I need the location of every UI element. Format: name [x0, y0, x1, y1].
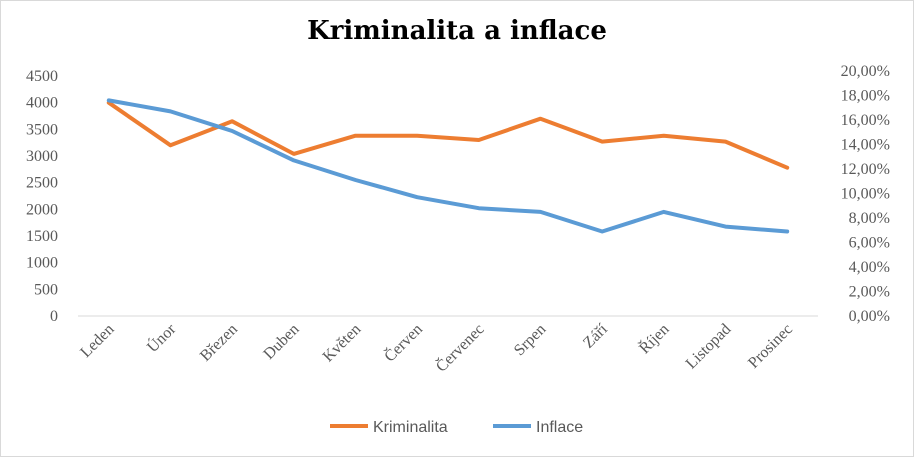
right-tick-label: 2,00% [849, 284, 890, 301]
right-axis-ticks: 20,00% 18,00% 16,00% 14,00% 12,00% 10,00% 8,00… [841, 63, 890, 325]
x-tick-label: Listopad [683, 321, 735, 373]
x-tick-label: Červen [380, 319, 426, 365]
right-tick-label: 20,00% [841, 63, 890, 80]
x-tick-label: Leden [77, 321, 117, 361]
legend-label-kriminalita: Kriminalita [373, 419, 448, 436]
left-tick-label: 2000 [26, 201, 58, 218]
left-tick-label: 500 [34, 281, 58, 298]
x-tick-label: Březen [197, 321, 241, 365]
series-lines [106, 98, 790, 234]
x-tick-label: Září [580, 320, 611, 351]
left-tick-label: 3500 [26, 121, 58, 138]
left-axis-ticks: 4500 4000 3500 3000 2500 2000 1500 1000 500 0 [26, 68, 58, 325]
right-tick-label: 18,00% [841, 88, 890, 105]
left-tick-label: 3000 [26, 148, 58, 165]
x-tick-label: Únor [143, 319, 180, 356]
left-tick-label: 0 [50, 308, 58, 325]
chart-title: Kriminalita a inflace [307, 16, 607, 46]
x-tick-label: Říjen [635, 319, 673, 357]
right-tick-label: 14,00% [841, 137, 890, 154]
right-tick-label: 0,00% [849, 308, 890, 325]
x-tick-label: Duben [260, 321, 302, 363]
x-axis-ticks: Leden Únor Březen Duben Květen Červen Červenec… [77, 319, 796, 376]
right-tick-label: 8,00% [849, 210, 890, 227]
x-tick-label: Srpen [511, 321, 549, 359]
right-tick-label: 6,00% [849, 235, 890, 252]
left-tick-label: 4500 [26, 68, 58, 85]
left-tick-label: 1000 [26, 255, 58, 272]
right-tick-label: 16,00% [841, 112, 890, 129]
right-tick-label: 4,00% [849, 259, 890, 276]
x-tick-label: Květen [320, 321, 365, 366]
legend-label-inflace: Inflace [536, 419, 583, 436]
x-tick-label: Prosinec [745, 321, 796, 372]
left-tick-label: 2500 [26, 175, 58, 192]
x-tick-label: Červenec [432, 319, 488, 375]
right-tick-label: 12,00% [841, 161, 890, 178]
series-line-kriminalita [106, 100, 790, 170]
left-tick-label: 4000 [26, 95, 58, 112]
series-line-inflace [106, 98, 790, 234]
legend: Kriminalita Inflace [330, 419, 583, 436]
left-tick-label: 1500 [26, 228, 58, 245]
right-tick-label: 10,00% [841, 186, 890, 203]
